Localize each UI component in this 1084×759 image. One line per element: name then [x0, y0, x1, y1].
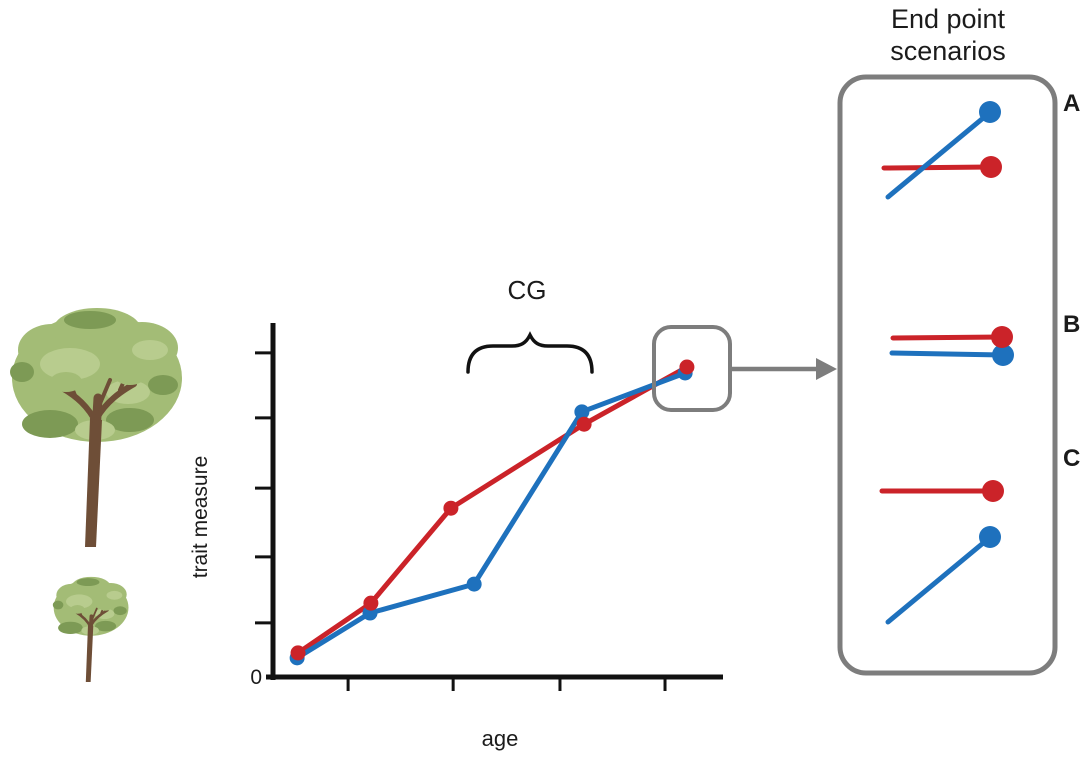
- scenario-a-endpoint-red: [980, 156, 1002, 178]
- endpoint-highlight-box: [652, 325, 732, 412]
- y-axis-origin-label: 0: [250, 666, 262, 689]
- scenario-b-line-red: [890, 334, 1005, 341]
- scenario-b-label: B: [1063, 311, 1080, 338]
- large-tree-illustration: [10, 308, 182, 547]
- scenario-b-endpoint-blue: [992, 344, 1014, 366]
- scenario-c-label: C: [1063, 445, 1080, 472]
- scenario-c-endpoint-blue: [979, 526, 1001, 548]
- chart-ticks: [255, 351, 667, 691]
- arrow-right-icon: [732, 358, 837, 380]
- cg-brace: [466, 331, 594, 374]
- arrow-head: [816, 358, 837, 380]
- scenarios-panel: [837, 74, 1058, 676]
- series-line-large-tree-red: [295, 364, 690, 656]
- y-axis-title: trait measure: [189, 456, 212, 579]
- data-point-large-tree-red: [443, 500, 459, 516]
- cg-annotation-label: CG: [508, 275, 547, 305]
- small-tree-illustration: [50, 574, 131, 684]
- scenario-graphics: [879, 101, 1014, 625]
- x-axis-title: age: [482, 726, 519, 751]
- scenario-a-line-red: [881, 164, 994, 171]
- panel-title-line1: End point: [891, 4, 1006, 34]
- data-point-large-tree-red: [576, 416, 592, 432]
- chart-axes: [266, 323, 723, 680]
- scenario-c-endpoint-red: [982, 480, 1004, 502]
- data-point-small-tree-blue: [574, 404, 590, 420]
- scenario-a-line-blue: [885, 111, 991, 200]
- scenario-a-endpoint-blue: [979, 101, 1001, 123]
- data-point-large-tree-red: [679, 359, 695, 375]
- data-point-small-tree-blue: [466, 576, 482, 592]
- chart-series: [289, 359, 695, 666]
- scenario-a-label: A: [1063, 90, 1080, 117]
- scenario-b-endpoint-red: [991, 326, 1013, 348]
- data-point-large-tree-red: [363, 595, 379, 611]
- panel-title-line2: scenarios: [890, 36, 1006, 66]
- data-point-large-tree-red: [290, 645, 306, 661]
- scenario-c-line-blue: [885, 536, 991, 625]
- scenario-b-line-blue: [889, 350, 1006, 358]
